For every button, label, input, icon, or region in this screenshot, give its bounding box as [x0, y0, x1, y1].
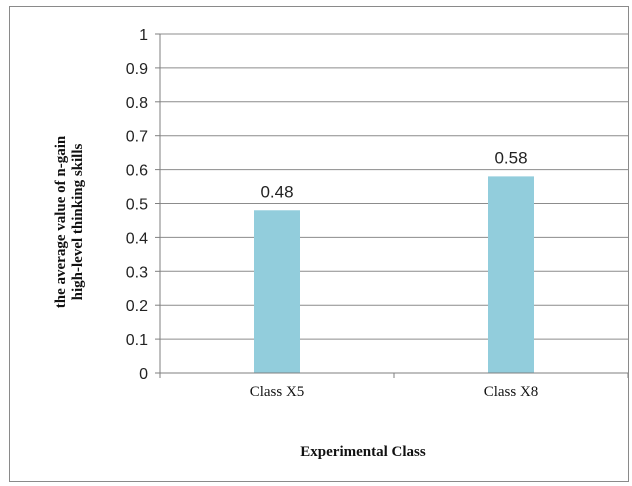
bars — [254, 176, 534, 373]
chart-frame: 0 0.1 0.2 0.3 0.4 0.5 0.6 0.7 0.8 0.9 1 0.48 Class X… — [9, 6, 629, 482]
bar-class-x8 — [488, 176, 534, 373]
y-tick-label-10: 1 — [139, 27, 148, 44]
bar-class-x5 — [254, 210, 300, 373]
y-tick-label-1: 0.1 — [126, 332, 148, 349]
y-tick-label-5: 0.5 — [126, 197, 148, 214]
grid-lines — [160, 33, 628, 340]
axes — [155, 33, 629, 378]
bar-chart: 0 0.1 0.2 0.3 0.4 0.5 0.6 0.7 0.8 0.9 1 0.48 Class X… — [53, 27, 629, 460]
y-tick-label-2: 0.2 — [126, 298, 148, 315]
x-axis-title: Experimental Class — [300, 444, 426, 460]
labels: 0 0.1 0.2 0.3 0.4 0.5 0.6 0.7 0.8 0.9 1 0.48 Class X… — [126, 27, 539, 400]
data-label-class-x8: 0.58 — [494, 148, 527, 167]
y-tick-label-8: 0.8 — [126, 95, 148, 112]
y-tick-label-0: 0 — [139, 366, 148, 383]
x-tick-label-class-x5: Class X5 — [250, 384, 305, 400]
y-tick-label-6: 0.6 — [126, 163, 148, 180]
y-axis-title-line-1: the average value of n-gain — [53, 135, 69, 308]
y-tick-label-3: 0.3 — [126, 264, 148, 281]
y-tick-label-4: 0.4 — [126, 230, 148, 247]
y-axis-title-line-2: high-level thinking skills — [70, 143, 86, 300]
y-tick-label-7: 0.7 — [126, 129, 148, 146]
data-label-class-x5: 0.48 — [260, 182, 293, 201]
y-tick-label-9: 0.9 — [126, 61, 148, 78]
x-tick-label-class-x8: Class X8 — [484, 384, 539, 400]
